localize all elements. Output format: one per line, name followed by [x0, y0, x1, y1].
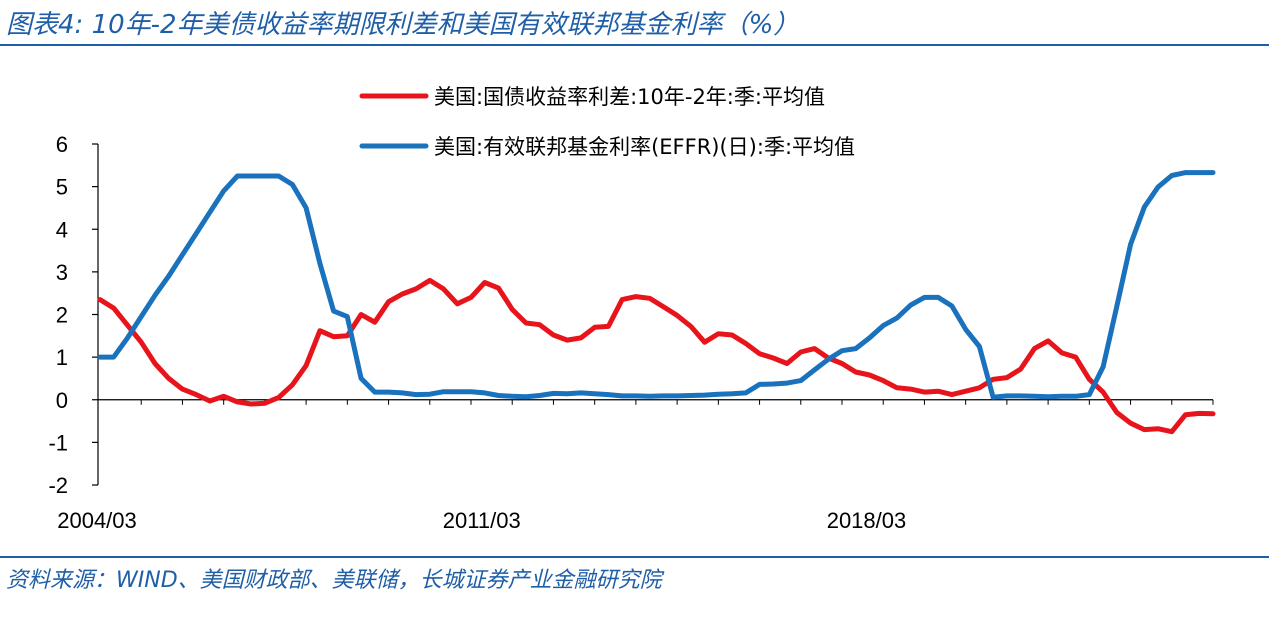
y-tick-label: 0 [56, 388, 68, 413]
y-tick-label: 5 [56, 175, 68, 200]
y-tick-label: -2 [48, 473, 68, 498]
y-tick-label: 2 [56, 303, 68, 328]
y-tick-label: 3 [56, 260, 68, 285]
y-tick-label: 6 [56, 132, 68, 157]
line-chart: 6 5 4 3 2 1 0 -1 -2 2004/03 2011/03 2018/03 美国:国债收益… [48, 85, 1216, 533]
chart-lines [97, 170, 1216, 435]
x-tick-label: 2011/03 [443, 508, 521, 533]
series-line-0 [97, 277, 1216, 435]
y-tick-label: 1 [56, 345, 68, 370]
source-divider [0, 556, 1269, 558]
x-tick-label: 2004/03 [57, 508, 137, 533]
chart-legend: 美国:国债收益率利差:10年-2年:季:平均值美国:有效联邦基金利率(EFFR)… [359, 85, 855, 159]
chart-axes: 6 5 4 3 2 1 0 -1 -2 2004/03 2011/03 2018/03 [48, 132, 1214, 533]
legend-label-1: 美国:有效联邦基金利率(EFFR)(日):季:平均值 [434, 135, 855, 159]
x-tick-label: 2018/03 [827, 508, 907, 533]
y-tick-label: 4 [56, 217, 68, 242]
title-divider [0, 44, 1269, 46]
figure-source: 资料来源：WIND、美国财政部、美联储，长城证券产业金融研究院 [6, 568, 662, 593]
figure-title: 图表4: 10年-2年美债收益率期限利差和美国有效联邦基金利率（%） [6, 10, 800, 40]
y-tick-label: -1 [48, 430, 68, 455]
series-line-1 [97, 170, 1216, 400]
legend-label-0: 美国:国债收益率利差:10年-2年:季:平均值 [434, 85, 825, 109]
